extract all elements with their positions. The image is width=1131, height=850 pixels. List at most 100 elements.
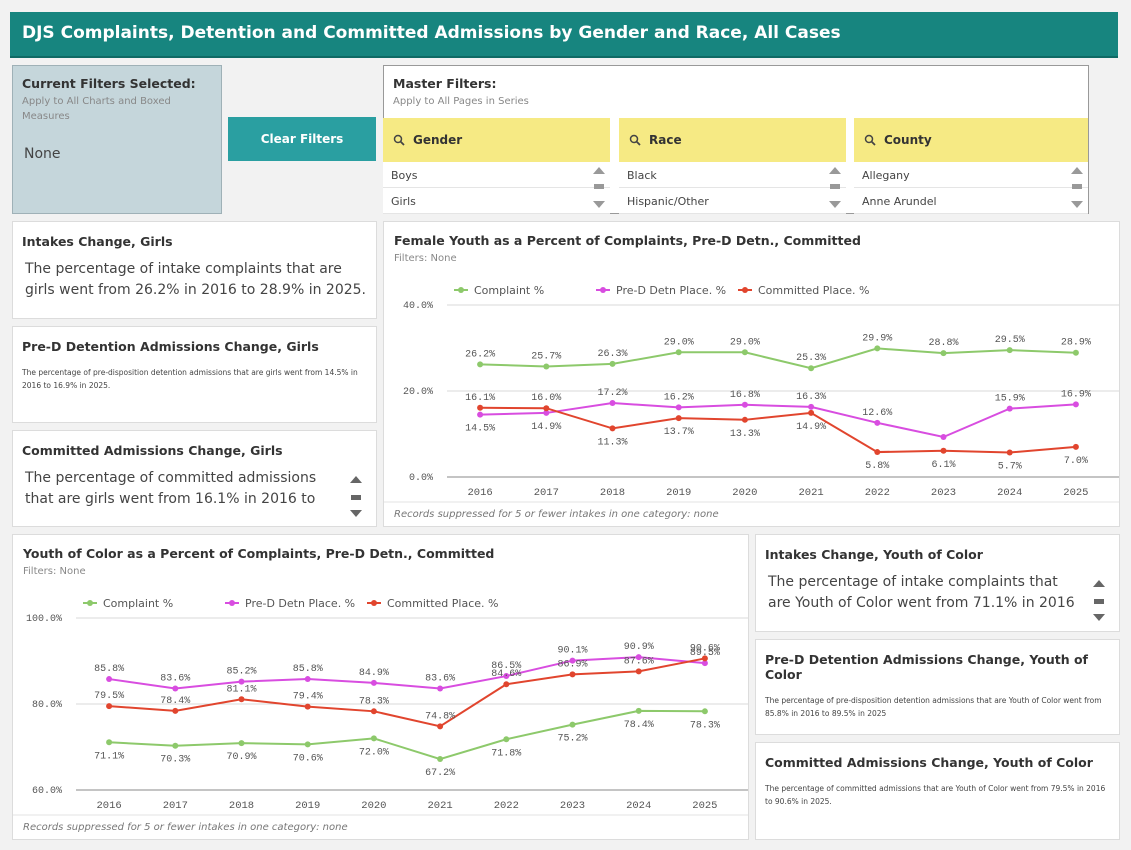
filter-item[interactable]: Black xyxy=(619,162,846,188)
data-point xyxy=(1006,449,1013,456)
data-point xyxy=(437,723,444,730)
data-label: 74.8% xyxy=(425,711,455,722)
series-line xyxy=(480,402,1076,439)
x-tick-label: 2023 xyxy=(560,800,585,812)
filter-item[interactable]: Anne Arundel xyxy=(854,188,1088,214)
legend-label: Committed Place. % xyxy=(387,597,498,610)
data-point xyxy=(1072,443,1079,450)
data-point xyxy=(569,657,576,664)
data-label: 78.3% xyxy=(359,696,389,707)
chart-title: Female Youth as a Percent of Complaints,… xyxy=(394,233,861,248)
x-tick-label: 2024 xyxy=(997,487,1022,499)
data-label: 84.9% xyxy=(359,668,389,679)
x-tick-label: 2021 xyxy=(427,800,452,812)
filter-list-title[interactable]: County xyxy=(854,118,1088,162)
data-point xyxy=(635,668,642,675)
y-tick-label: 20.0% xyxy=(403,387,433,398)
x-tick-label: 2023 xyxy=(931,487,956,499)
clear-filters-button[interactable]: Clear Filters xyxy=(228,117,376,161)
card-title: Intakes Change, Youth of Color xyxy=(765,547,983,562)
data-label: 70.3% xyxy=(160,755,190,766)
filter-list: County Allegany Anne Arundel xyxy=(854,118,1088,214)
card-title: Pre-D Detention Admissions Change, Girls xyxy=(22,339,319,354)
current-filters-value: None xyxy=(24,146,61,162)
data-label: 90.1% xyxy=(557,646,587,657)
data-label: 90.6% xyxy=(690,643,720,654)
chart-title: Youth of Color as a Percent of Complaint… xyxy=(22,546,494,561)
filter-item[interactable]: Girls xyxy=(383,188,610,214)
y-tick-label: 0.0% xyxy=(409,473,433,484)
scroll-arrows[interactable] xyxy=(1092,579,1106,623)
data-label: 28.8% xyxy=(928,338,958,349)
data-label: 86.9% xyxy=(557,659,587,670)
scroll-arrows[interactable] xyxy=(592,164,606,212)
filter-item[interactable]: Boys xyxy=(383,162,610,188)
data-label: 29.0% xyxy=(730,337,760,348)
y-tick-label: 40.0% xyxy=(403,301,433,312)
x-tick-label: 2019 xyxy=(295,800,320,812)
data-point xyxy=(1006,405,1013,412)
x-tick-label: 2019 xyxy=(666,487,691,499)
series-line xyxy=(108,656,705,690)
filter-list-title[interactable]: Race xyxy=(619,118,846,162)
data-point xyxy=(238,696,245,703)
legend-marker xyxy=(458,287,464,293)
data-point xyxy=(741,349,748,356)
card-text: The percentage of intake complaints that… xyxy=(25,261,367,298)
x-tick-label: 2018 xyxy=(600,487,625,499)
data-label: 83.6% xyxy=(160,674,190,685)
current-filters-subtitle: Apply to All Charts and Boxed Measures xyxy=(22,96,171,122)
data-point xyxy=(874,449,881,456)
legend-marker xyxy=(229,600,235,606)
data-label: 78.4% xyxy=(160,696,190,707)
chart-subtitle: Filters: None xyxy=(394,253,457,264)
legend-marker xyxy=(742,287,748,293)
filter-list: Gender Boys Girls xyxy=(383,118,610,214)
data-point xyxy=(808,403,815,410)
scroll-arrows[interactable] xyxy=(349,475,363,519)
data-point xyxy=(675,404,682,411)
filter-item[interactable]: Hispanic/Other xyxy=(619,188,846,214)
scroll-arrows[interactable] xyxy=(1070,164,1084,212)
data-point xyxy=(609,425,616,432)
current-filters: Current Filters Selected: Apply to All C… xyxy=(12,65,222,214)
data-label: 7.0% xyxy=(1064,456,1088,467)
card: Pre-D Detention Admissions Change, Girls… xyxy=(12,326,377,423)
chart: Female Youth as a Percent of Complaints,… xyxy=(383,221,1120,527)
data-label: 16.3% xyxy=(796,392,826,403)
data-point xyxy=(635,654,642,661)
legend-label: Complaint % xyxy=(103,597,173,610)
scroll-arrows[interactable] xyxy=(828,164,842,212)
data-point xyxy=(675,349,682,356)
data-point xyxy=(370,679,377,686)
card-text: The percentage of pre-disposition detent… xyxy=(765,696,1102,718)
data-label: 26.2% xyxy=(465,349,495,360)
x-tick-label: 2025 xyxy=(692,800,717,812)
x-tick-label: 2016 xyxy=(467,487,492,499)
search-icon[interactable] xyxy=(864,134,876,146)
data-point xyxy=(1006,347,1013,354)
card: Pre-D Detention Admissions Change, Youth… xyxy=(755,639,1120,735)
data-label: 84.6% xyxy=(491,669,521,680)
filter-item[interactable]: Allegany xyxy=(854,162,1088,188)
data-point xyxy=(503,673,510,680)
data-label: 79.4% xyxy=(293,692,323,703)
current-filters-title: Current Filters Selected: xyxy=(22,76,196,91)
data-point xyxy=(741,416,748,423)
data-point xyxy=(940,434,947,441)
data-label: 29.0% xyxy=(664,337,694,348)
filter-list-title[interactable]: Gender xyxy=(383,118,610,162)
data-point xyxy=(106,739,113,746)
search-icon[interactable] xyxy=(393,134,405,146)
data-label: 85.8% xyxy=(94,664,124,675)
filter-list: Race Black Hispanic/Other xyxy=(619,118,846,214)
data-label: 13.7% xyxy=(664,427,694,438)
card: Committed Admissions Change, Girls The p… xyxy=(12,430,377,527)
data-label: 81.1% xyxy=(226,684,256,695)
data-point xyxy=(304,741,311,748)
search-icon[interactable] xyxy=(629,134,641,146)
master-filters-title: Master Filters: xyxy=(393,76,497,91)
data-label: 87.6% xyxy=(624,656,654,667)
data-label: 11.3% xyxy=(597,437,627,448)
data-label: 16.9% xyxy=(1061,389,1091,400)
